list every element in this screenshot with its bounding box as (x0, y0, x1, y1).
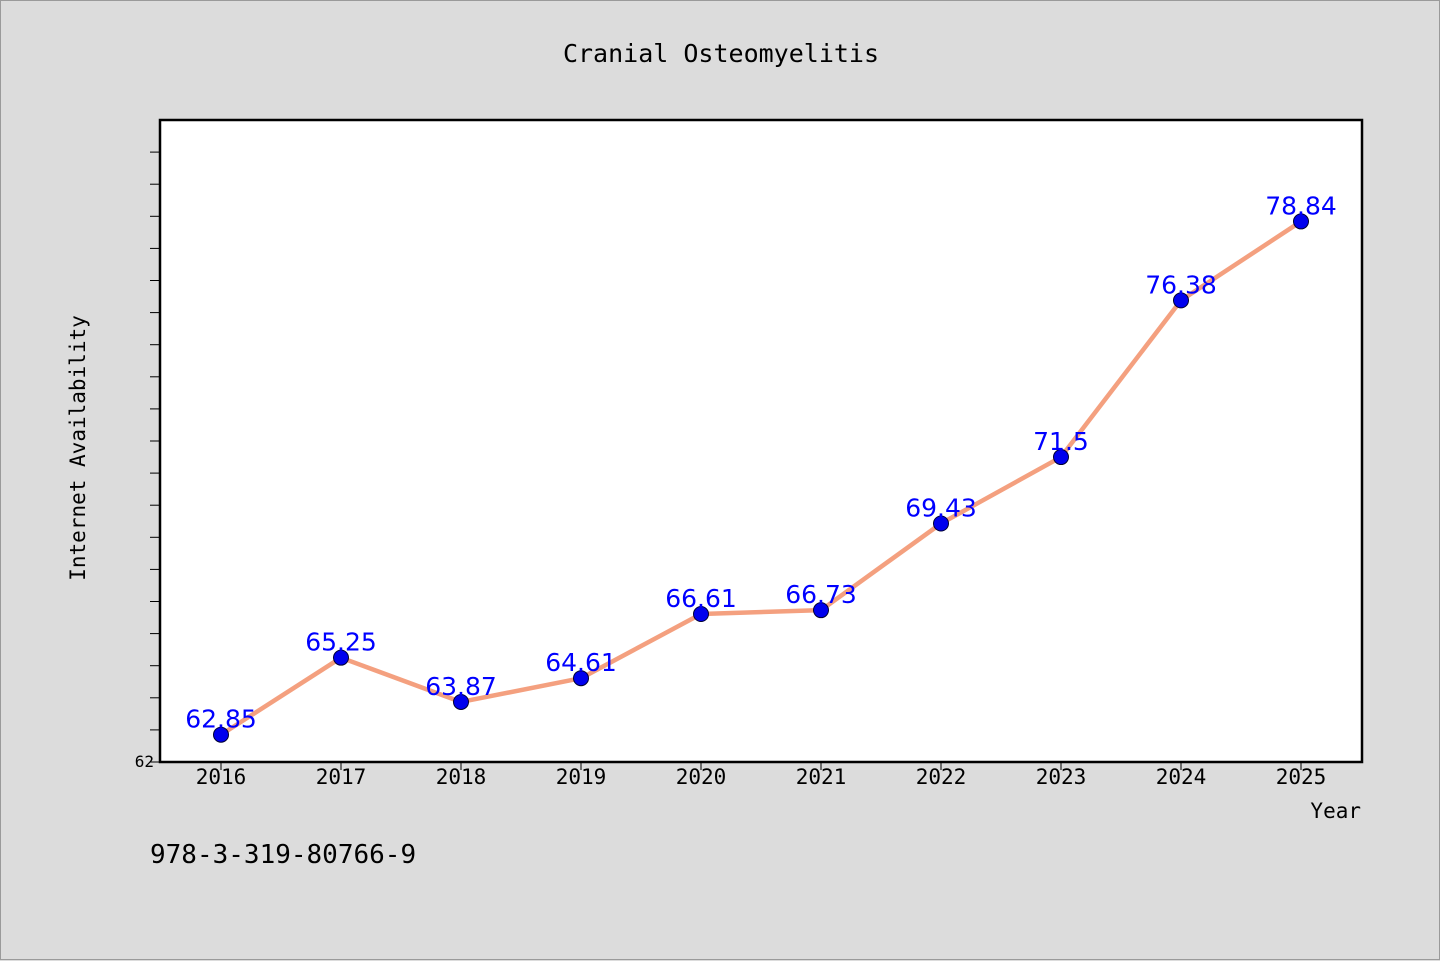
series-line (218, 219, 1304, 737)
x-tick-label: 2019 (556, 765, 607, 789)
data-label: 71.5 (1033, 427, 1089, 456)
x-axis-ticks: 2016 2017 2018 2019 2020 2021 2022 2023 2024 2025 (196, 762, 1327, 789)
data-point (213, 726, 229, 743)
data-label: 66.73 (785, 580, 857, 609)
data-label: 65.25 (305, 628, 377, 657)
y-axis-ticks: 62 (135, 151, 160, 771)
data-label: 64.61 (545, 648, 617, 677)
data-point (573, 670, 589, 687)
data-point (693, 606, 709, 623)
x-tick-label: 2017 (316, 765, 367, 789)
data-label: 63.87 (425, 672, 497, 701)
x-tick-label: 2022 (916, 765, 967, 789)
x-axis-label: Year (1310, 799, 1361, 823)
data-point (933, 515, 949, 532)
x-tick-label: 2024 (1156, 765, 1207, 789)
y-tick-label: 62 (135, 752, 154, 771)
x-tick-label: 2018 (436, 765, 487, 789)
plot-area (158, 118, 1364, 764)
data-label: 76.38 (1145, 270, 1217, 299)
data-label: 62.85 (185, 705, 257, 734)
data-point (1293, 213, 1309, 230)
x-tick-label: 2021 (796, 765, 847, 789)
data-label: 69.43 (905, 493, 977, 522)
y-axis-label: Internet Availability (66, 315, 90, 581)
series-layer: 62.85 65.25 63.87 64.61 66.61 66.73 69.43 71.5 7… (185, 191, 1337, 743)
isbn-text: 978-3-319-80766-9 (150, 840, 416, 870)
x-tick-label: 2020 (676, 765, 727, 789)
data-point (453, 693, 469, 710)
data-point (333, 649, 349, 666)
x-tick-label: 2016 (196, 765, 247, 789)
data-point (1173, 292, 1189, 309)
data-label: 66.61 (665, 584, 737, 613)
x-tick-label: 2023 (1036, 765, 1087, 789)
data-point (813, 602, 829, 619)
x-tick-label: 2025 (1276, 765, 1327, 789)
chart-title: Cranial Osteomyelitis (563, 39, 879, 68)
data-point (1053, 449, 1069, 466)
data-label: 78.84 (1265, 191, 1337, 220)
